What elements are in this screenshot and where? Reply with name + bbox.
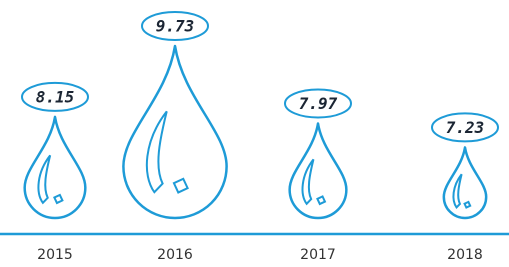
drop-highlight xyxy=(147,111,167,192)
drop-highlight xyxy=(453,174,461,207)
chart: 2015 8.15 2016 9.73 2017 7.97 2018 7.23 xyxy=(0,0,509,267)
drop xyxy=(25,117,86,218)
drop xyxy=(444,147,486,218)
x-tick-label: 2016 xyxy=(157,247,193,263)
drop-cube xyxy=(174,179,188,193)
drop-cube xyxy=(465,202,471,208)
x-tick-label: 2017 xyxy=(300,247,336,263)
drop xyxy=(290,123,347,218)
drop xyxy=(123,46,226,218)
value-label: 7.23 xyxy=(446,118,485,137)
value-label: 7.97 xyxy=(299,94,338,113)
value-label: 8.15 xyxy=(36,87,75,106)
drop-cube xyxy=(54,195,62,203)
drop-highlight xyxy=(38,155,50,203)
drop-highlight xyxy=(303,159,314,203)
x-tick-label: 2018 xyxy=(447,247,483,263)
x-tick-label: 2015 xyxy=(37,247,73,263)
value-label: 9.73 xyxy=(156,17,195,36)
drop-cube xyxy=(317,196,325,204)
